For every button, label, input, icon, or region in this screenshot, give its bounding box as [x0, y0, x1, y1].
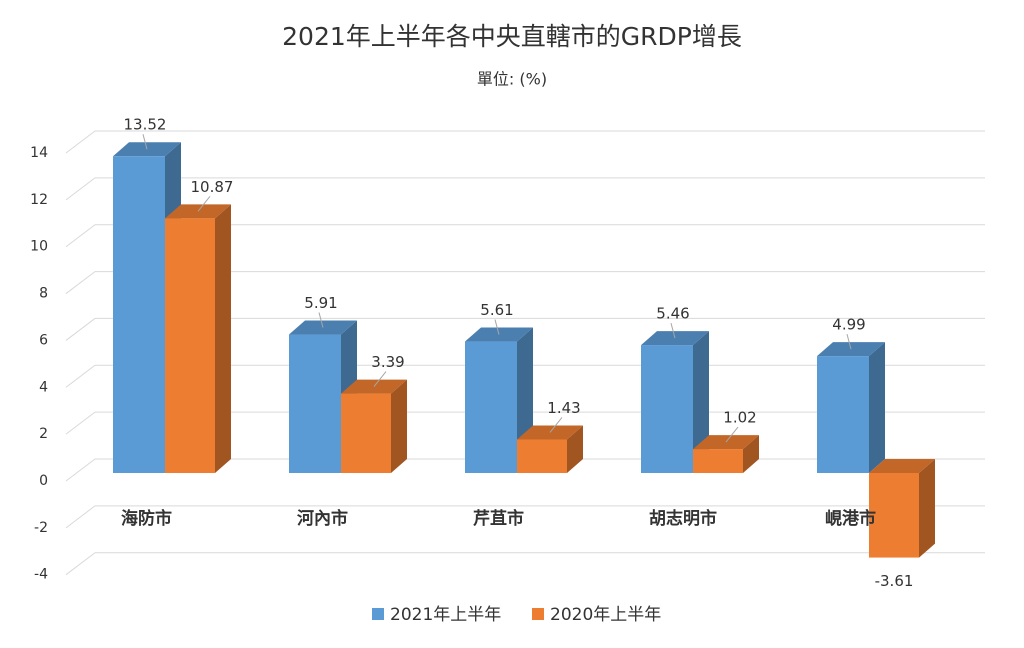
data-label: 4.99: [832, 316, 865, 334]
y-tick-label: -2: [34, 520, 48, 536]
leader-line: [373, 371, 387, 387]
data-label: 1.43: [547, 399, 580, 417]
leader-line: [197, 196, 211, 212]
chart-subtitle: 單位: (%): [477, 70, 547, 89]
grid-line: [65, 552, 985, 576]
bar: [517, 439, 567, 473]
y-tick-label: 8: [39, 286, 48, 302]
grid-line: [65, 130, 985, 154]
data-label: 5.46: [656, 305, 689, 323]
x-tick-label: 胡志明市: [649, 508, 717, 529]
y-tick-label: 2: [39, 426, 48, 442]
y-tick-label: 12: [30, 192, 48, 208]
x-tick-label: 芹苴市: [473, 508, 524, 529]
leader-line: [846, 333, 852, 350]
bar-side: [743, 435, 759, 473]
bar: [465, 341, 517, 473]
bar-side: [215, 204, 231, 473]
data-label: 10.87: [191, 178, 234, 196]
bar: [165, 218, 215, 473]
leader-line: [725, 426, 739, 443]
bar-side: [693, 331, 709, 473]
data-label: 5.61: [480, 301, 513, 319]
grid-line: [65, 271, 985, 294]
leader-line: [142, 134, 148, 150]
y-tick-label: 10: [30, 239, 48, 255]
leader-line: [494, 319, 500, 335]
grid-line: [65, 505, 985, 529]
chart-title: 2021年上半年各中央直轄市的GRDP增長: [282, 22, 742, 51]
bar-side: [869, 342, 885, 473]
grid-line: [65, 317, 985, 341]
data-label: 5.91: [304, 294, 337, 312]
legend-label: 2020年上半年: [550, 605, 661, 625]
data-label: -3.61: [875, 572, 914, 590]
grid-line: [65, 177, 985, 201]
leader-line: [318, 312, 324, 328]
data-label: 1.02: [723, 409, 756, 427]
y-tick-label: -4: [34, 567, 48, 583]
data-label: 3.39: [371, 353, 404, 371]
x-tick-label: 河內市: [297, 508, 348, 529]
legend-label: 2021年上半年: [390, 605, 501, 625]
y-tick-label: 6: [39, 332, 48, 348]
bar-top: [869, 458, 935, 473]
x-tick-label: 海防市: [121, 508, 172, 529]
bar: [817, 356, 869, 473]
legend-swatch: [372, 608, 384, 620]
bar-side: [567, 425, 583, 473]
bar: [693, 449, 743, 473]
y-tick-label: 14: [30, 145, 48, 161]
bar: [341, 393, 391, 473]
grid-line: [65, 224, 985, 248]
bar: [113, 156, 165, 473]
leader-line: [670, 322, 676, 339]
bar-side: [391, 379, 407, 473]
legend-swatch: [532, 608, 544, 620]
bar: [641, 345, 693, 473]
data-label: 13.52: [124, 116, 167, 134]
y-tick-label: 0: [39, 473, 48, 489]
bar-side: [919, 458, 935, 558]
x-tick-label: 峴港市: [825, 508, 876, 529]
y-tick-label: 4: [39, 379, 48, 395]
leader-line: [549, 417, 563, 433]
bar: [869, 472, 919, 558]
bar: [289, 334, 341, 473]
